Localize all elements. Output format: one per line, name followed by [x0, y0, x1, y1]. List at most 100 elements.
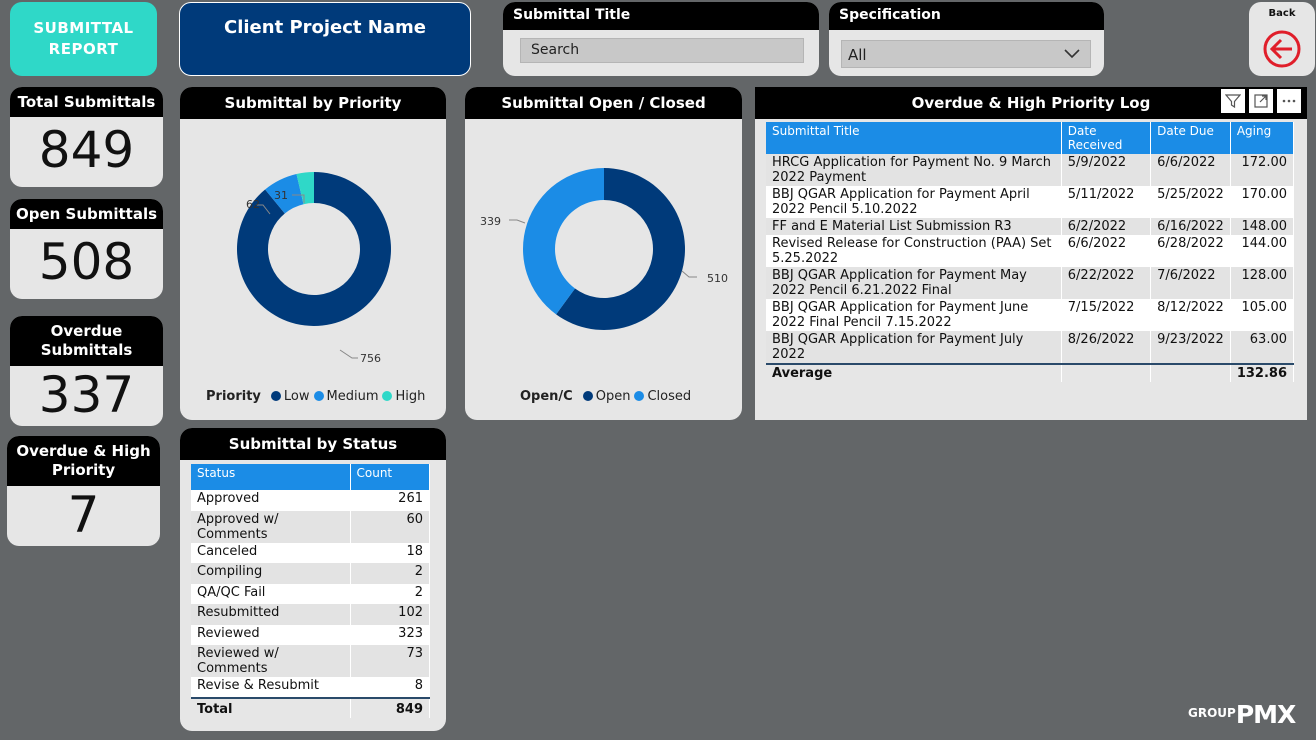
date-received-cell: 6/2/2022 [1061, 218, 1152, 235]
count-cell: 73 [350, 645, 430, 677]
count-cell: 102 [350, 604, 430, 625]
kpi-open-submittals: Open Submittals 508 [10, 199, 163, 299]
table-row[interactable]: Reviewed w/ Comments 73 [191, 645, 430, 677]
focus-mode-icon[interactable] [1249, 89, 1273, 113]
log-title: Overdue & High Priority Log [755, 87, 1307, 119]
dropdown-value: All [848, 46, 867, 64]
status-cell: Revise & Resubmit [191, 677, 351, 698]
aging-cell: 128.00 [1230, 267, 1295, 299]
date-due-cell: 6/28/2022 [1150, 235, 1231, 267]
table-row[interactable]: Resubmitted 102 [191, 604, 430, 625]
table-row[interactable]: BBJ QGAR Application for Payment May 202… [766, 267, 1295, 299]
date-received-cell: 5/9/2022 [1061, 154, 1152, 186]
status-cell: Approved [191, 490, 351, 511]
filter-icon[interactable] [1221, 89, 1245, 113]
visual-header-icons [1221, 89, 1301, 113]
title-cell: HRCG Application for Payment No. 9 March… [766, 154, 1062, 186]
slicer-header: Specification [829, 2, 1104, 30]
donut-slice-high[interactable] [296, 172, 314, 205]
data-label-medium: 62 [246, 198, 260, 211]
aging-cell: 144.00 [1230, 235, 1295, 267]
kpi-value: 337 [38, 366, 135, 424]
specification-dropdown[interactable]: All [841, 40, 1091, 68]
back-button[interactable]: Back [1249, 2, 1315, 76]
open-closed-donut-chart: 510 339 [480, 168, 728, 330]
more-options-icon[interactable] [1277, 89, 1301, 113]
priority-donut-chart: 756 62 31 [237, 172, 392, 365]
aging-cell: 148.00 [1230, 218, 1295, 235]
table-row[interactable]: QA/QC Fail 2 [191, 583, 430, 604]
count-cell: 18 [350, 542, 430, 563]
column-header-title[interactable]: Submittal Title [766, 122, 1062, 154]
date-due-cell: 9/23/2022 [1150, 331, 1231, 364]
table-header-row: Status Count [191, 464, 430, 490]
legend-swatch-high [382, 391, 393, 401]
date-due-cell: 6/6/2022 [1150, 154, 1231, 186]
status-cell: Reviewed [191, 624, 351, 645]
date-received-cell: 7/15/2022 [1061, 299, 1152, 331]
table-row[interactable]: Canceled 18 [191, 542, 430, 563]
empty-cell [1061, 363, 1152, 382]
open-closed-chart-panel: Submittal Open / Closed 510 339 Open/C Op… [465, 87, 742, 420]
legend-item-high: High [395, 389, 426, 404]
count-cell: 2 [350, 583, 430, 604]
chart-legend: Priority Low Medium High [206, 389, 425, 404]
column-header-count[interactable]: Count [350, 464, 430, 490]
kpi-label: Overdue Submittals [10, 316, 163, 366]
donut-slice-medium[interactable] [265, 174, 304, 214]
table-row[interactable]: Approved w/ Comments 60 [191, 510, 430, 543]
date-received-cell: 8/26/2022 [1061, 331, 1152, 364]
column-header-date-due[interactable]: Date Due [1150, 122, 1231, 154]
data-label-open: 510 [707, 272, 728, 285]
kpi-label: Overdue & High Priority [7, 436, 160, 486]
column-header-date-received[interactable]: Date Received [1061, 122, 1152, 154]
status-table-panel: Submittal by Status Status Count Approve… [180, 428, 446, 731]
status-cell: Resubmitted [191, 604, 351, 625]
legend-item-closed: Closed [647, 389, 692, 404]
donut-slices [237, 172, 392, 326]
table-row[interactable]: BBJ QGAR Application for Payment April 2… [766, 186, 1295, 218]
title-cell: BBJ QGAR Application for Payment July 20… [766, 331, 1062, 364]
table-row[interactable]: HRCG Application for Payment No. 9 March… [766, 154, 1295, 186]
data-label-low: 756 [360, 352, 381, 365]
donut-slice-closed[interactable] [523, 168, 604, 315]
empty-cell [1150, 363, 1231, 382]
search-input[interactable]: Search [520, 38, 804, 63]
overdue-log-panel: Overdue & High Priority Log Submittal Ti… [755, 87, 1307, 420]
table-row[interactable]: Revise & Resubmit 8 [191, 677, 430, 698]
date-received-cell: 6/6/2022 [1061, 235, 1152, 267]
table-row[interactable]: BBJ QGAR Application for Payment June 20… [766, 299, 1295, 331]
overdue-log-table: Submittal Title Date Received Date Due A… [766, 122, 1295, 382]
chevron-down-icon [1064, 49, 1080, 59]
title-cell: BBJ QGAR Application for Payment April 2… [766, 186, 1062, 218]
leader-line-medium [256, 204, 271, 215]
chart-title: Submittal by Priority [180, 87, 446, 119]
submittal-report-button[interactable]: SUBMITTAL REPORT [10, 2, 157, 76]
status-table: Status Count Approved 261 Approved w/ Comm… [191, 464, 430, 718]
logo-brand-text: PMX [1235, 700, 1296, 729]
legend-swatch-medium [313, 391, 324, 401]
donut-slice-low[interactable] [237, 172, 392, 326]
date-received-cell: 6/22/2022 [1061, 267, 1152, 299]
table-row[interactable]: FF and E Material List Submission R3 6/2/… [766, 218, 1295, 235]
kpi-total-submittals: Total Submittals 849 [10, 87, 163, 187]
group-pmx-logo: GROUPPMX [1188, 700, 1296, 729]
aging-cell: 63.00 [1230, 331, 1295, 364]
title-cell: BBJ QGAR Application for Payment June 20… [766, 299, 1062, 331]
column-header-aging[interactable]: Aging [1230, 122, 1295, 154]
donut-slice-open[interactable] [556, 168, 685, 330]
table-row[interactable]: Compiling 2 [191, 563, 430, 584]
column-header-status[interactable]: Status [191, 464, 351, 490]
table-row[interactable]: Approved 261 [191, 490, 430, 511]
submittal-title-slicer: Submittal Title Search [503, 2, 819, 76]
kpi-value: 849 [38, 121, 135, 179]
legend-title: Open/C [520, 389, 573, 404]
aging-cell: 170.00 [1230, 186, 1295, 218]
table-row[interactable]: Revised Release for Construction (PAA) S… [766, 235, 1295, 267]
legend-swatch-closed [634, 391, 645, 401]
date-due-cell: 5/25/2022 [1150, 186, 1231, 218]
table-row[interactable]: Reviewed 323 [191, 624, 430, 645]
table-header-row: Submittal Title Date Received Date Due A… [766, 122, 1295, 154]
table-row[interactable]: BBJ QGAR Application for Payment July 20… [766, 331, 1295, 364]
kpi-overdue-submittals: Overdue Submittals 337 [10, 316, 163, 426]
